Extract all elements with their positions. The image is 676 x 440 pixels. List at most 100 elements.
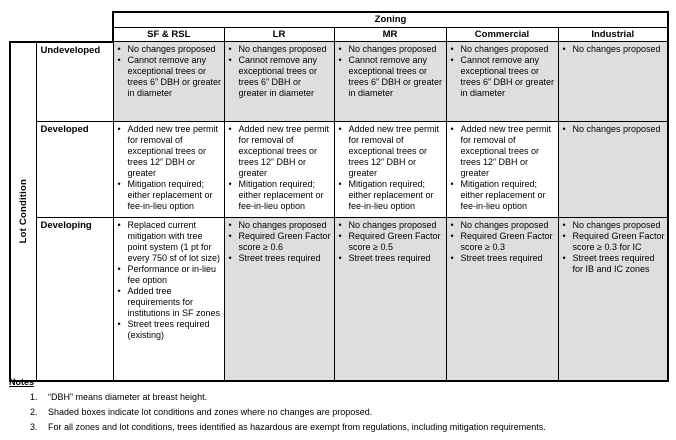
bullet-icon: • xyxy=(450,252,454,263)
bullet-item: • Mitigation required; either replacement… xyxy=(336,179,444,212)
bullet-icon: • xyxy=(117,123,121,134)
bullet-text: Street trees required (existing) xyxy=(127,318,210,340)
bullet-icon: • xyxy=(338,55,342,65)
bullet-list: • No changes proposed • Required Green Fact… xyxy=(447,218,558,266)
zone-column-header: Commercial xyxy=(445,27,559,42)
bullet-item: • Replaced current mitigation with tree p… xyxy=(115,220,222,264)
bullet-text: Replaced current mitigation with tree po… xyxy=(127,219,221,263)
bullet-item: • Added new tree permit for removal of ex… xyxy=(115,124,222,179)
bullet-item: • Cannot remove any exceptional trees or … xyxy=(448,55,556,99)
bullet-item: • Street trees required xyxy=(336,253,444,264)
note-item: 2. Shaded boxes indicate lot conditions a… xyxy=(9,407,669,418)
bullet-list: • Added new tree permit for removal of ex… xyxy=(447,122,558,214)
zoning-header: Zoning xyxy=(112,11,669,28)
corner-spacer xyxy=(10,28,113,42)
bullet-item: • No changes proposed xyxy=(336,220,444,231)
bullet-icon: • xyxy=(562,44,566,54)
bullet-list: • Added new tree permit for removal of ex… xyxy=(114,122,224,214)
bullet-text: Performance or in-lieu fee option xyxy=(127,263,217,285)
bullet-list: • No changes proposed xyxy=(559,122,668,137)
bullet-item: • Street trees required for IB and IC zon… xyxy=(560,253,666,275)
bullet-icon: • xyxy=(228,123,232,134)
bullet-icon: • xyxy=(117,178,121,189)
bullet-icon: • xyxy=(117,263,121,274)
table-cell: • Added new tree permit for removal of ex… xyxy=(333,120,447,218)
bullet-icon: • xyxy=(562,230,566,241)
note-item: 3. For all zones and lot conditions, tree… xyxy=(9,422,669,433)
bullet-list: • No changes proposed • Cannot remove any e… xyxy=(114,42,224,101)
bullet-text: Added new tree permit for removal of exc… xyxy=(460,123,552,178)
bullet-icon: • xyxy=(338,44,342,54)
bullet-icon: • xyxy=(562,252,566,263)
bullet-icon: • xyxy=(450,230,454,241)
bullet-item: • Mitigation required; either replacement… xyxy=(115,179,222,212)
bullet-text: Required Green Factor score ≥ 0.5 xyxy=(348,230,441,252)
table-cell: • No changes proposed • Required Green Fact… xyxy=(445,216,559,382)
bullet-icon: • xyxy=(562,123,566,134)
bullet-icon: • xyxy=(450,178,454,189)
bullet-text: Required Green Factor score ≥ 0.3 xyxy=(460,230,553,252)
bullet-text: Street trees required xyxy=(238,252,321,263)
bullet-list: • Added new tree permit for removal of ex… xyxy=(335,122,446,214)
bullet-text: No changes proposed xyxy=(460,44,549,54)
bullet-item: • Mitigation required; either replacement… xyxy=(226,179,332,212)
table-cell: • No changes proposed • Required Green Fact… xyxy=(223,216,335,382)
bullet-icon: • xyxy=(117,44,121,54)
bullet-text: Street trees required xyxy=(348,252,431,263)
table-cell: • No changes proposed • Cannot remove any e… xyxy=(333,41,447,122)
notes-list: 1. “DBH” means diameter at breast height.… xyxy=(9,392,669,433)
bullet-item: • Street trees required xyxy=(226,253,332,264)
note-text: Shaded boxes indicate lot conditions and… xyxy=(48,407,373,417)
bullet-item: • No changes proposed xyxy=(115,44,222,55)
bullet-list: • Added new tree permit for removal of ex… xyxy=(225,122,334,214)
bullet-list: • No changes proposed • Cannot remove any e… xyxy=(447,42,558,101)
bullet-icon: • xyxy=(117,285,121,296)
table-cell: • No changes proposed • Cannot remove any e… xyxy=(445,41,559,122)
table-cell: • No changes proposed • Cannot remove any e… xyxy=(223,41,335,122)
bullet-icon: • xyxy=(338,252,342,263)
table-cell: • No changes proposed xyxy=(557,120,669,218)
bullet-text: Added new tree permit for removal of exc… xyxy=(127,123,219,178)
bullet-text: Cannot remove any exceptional trees or t… xyxy=(238,55,318,98)
bullet-icon: • xyxy=(228,178,232,189)
zoning-table: Zoning SF & RSL LR MR Commercial Industrial Lo… xyxy=(9,11,669,382)
bullet-item: • Street trees required (existing) xyxy=(115,319,222,341)
bullet-text: Added new tree permit for removal of exc… xyxy=(238,123,330,178)
lot-condition-header: Lot Condition xyxy=(17,178,29,244)
bullet-item: • No changes proposed xyxy=(560,124,666,135)
bullet-item: • Mitigation required; either replacement… xyxy=(448,179,556,212)
table-cell: • No changes proposed xyxy=(557,41,669,122)
bullet-item: • No changes proposed xyxy=(448,44,556,55)
bullet-text: No changes proposed xyxy=(238,44,327,54)
note-item: 1. “DBH” means diameter at breast height. xyxy=(9,392,669,403)
bullet-icon: • xyxy=(338,178,342,189)
bullet-icon: • xyxy=(117,219,121,230)
bullet-text: Mitigation required; either replacement … xyxy=(127,178,213,211)
note-text: For all zones and lot conditions, trees … xyxy=(48,422,546,432)
bullet-text: Required Green Factor score ≥ 0.3 for IC xyxy=(572,230,665,252)
bullet-item: • Added new tree permit for removal of ex… xyxy=(226,124,332,179)
bullet-text: Cannot remove any exceptional trees or t… xyxy=(460,55,555,98)
bullet-item: • Required Green Factor score ≥ 0.5 xyxy=(336,231,444,253)
bullet-list: • No changes proposed • Required Green Fact… xyxy=(335,218,446,266)
bullet-text: No changes proposed xyxy=(460,219,549,230)
bullet-icon: • xyxy=(338,123,342,134)
bullet-item: • No changes proposed xyxy=(336,44,444,55)
corner-spacer xyxy=(10,12,113,28)
bullet-icon: • xyxy=(338,219,342,230)
bullet-item: • Required Green Factor score ≥ 0.6 xyxy=(226,231,332,253)
bullet-text: Added tree requirements for institutions… xyxy=(127,285,221,318)
bullet-text: No changes proposed xyxy=(127,44,216,54)
table-cell: • Added new tree permit for removal of ex… xyxy=(223,120,335,218)
bullet-text: Mitigation required; either replacement … xyxy=(348,178,434,211)
note-number: 1. xyxy=(30,392,38,402)
bullet-list: • No changes proposed xyxy=(559,42,668,57)
bullet-icon: • xyxy=(228,252,232,263)
bullet-icon: • xyxy=(228,55,232,65)
bullet-text: Cannot remove any exceptional trees or t… xyxy=(127,55,222,98)
bullet-list: • No changes proposed • Cannot remove any e… xyxy=(225,42,334,101)
bullet-item: • Performance or in-lieu fee option xyxy=(115,264,222,286)
bullet-text: Mitigation required; either replacement … xyxy=(238,178,324,211)
bullet-item: • Required Green Factor score ≥ 0.3 xyxy=(448,231,556,253)
notes-title: Notes xyxy=(9,377,35,387)
